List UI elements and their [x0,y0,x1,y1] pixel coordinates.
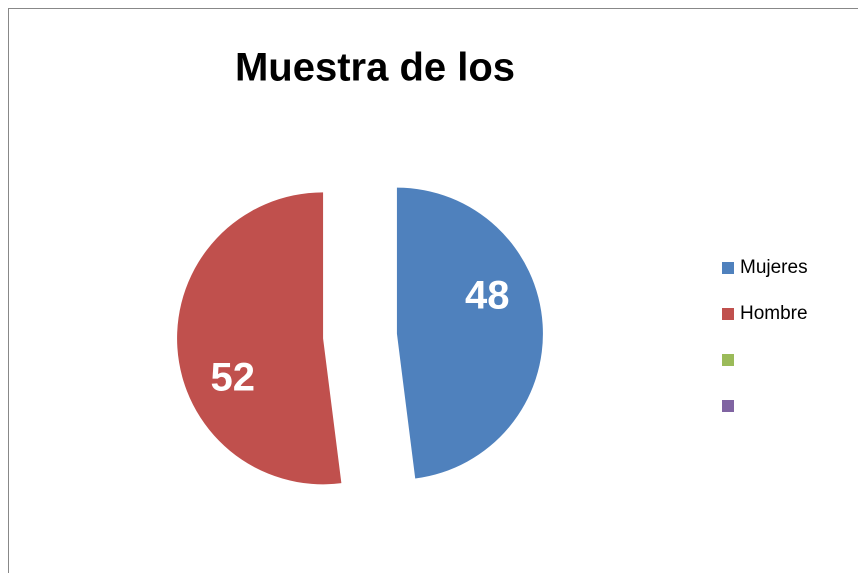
data-label: 48 [465,274,510,318]
legend-swatch [722,308,734,320]
pie-slice [177,192,342,485]
chart-title: Muestra de los [235,46,515,90]
pie-slice [396,187,543,479]
legend-swatch [722,262,734,274]
legend-label: Mujeres [740,257,808,278]
legend-label: Hombre [740,303,808,324]
data-label: 52 [210,356,255,400]
legend-swatch [722,354,734,366]
legend-swatch [722,400,734,412]
